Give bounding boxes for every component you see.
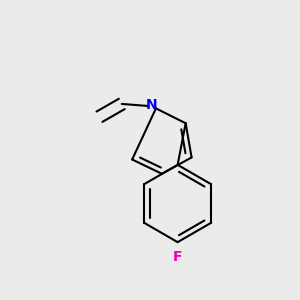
Text: F: F bbox=[173, 250, 182, 264]
Text: N: N bbox=[146, 98, 157, 112]
